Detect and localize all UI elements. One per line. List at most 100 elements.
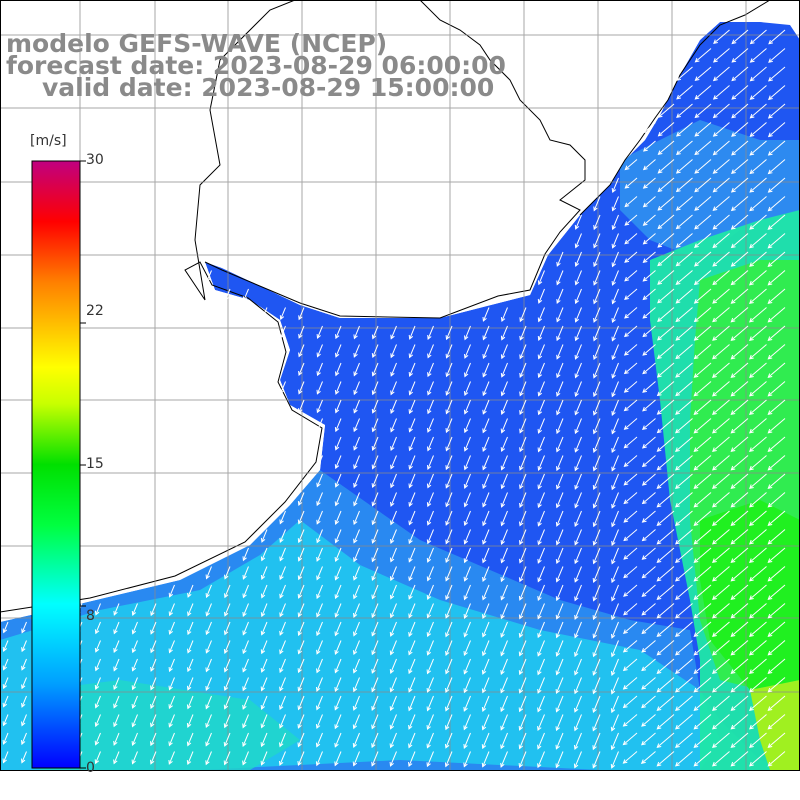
wind-arrow [556,270,564,285]
wind-arrow [187,732,194,746]
wind-arrow-head [623,555,629,560]
wind-arrow [730,307,749,323]
wind-arrow-head [279,686,284,692]
wind-arrow-head [694,224,699,230]
wind-arrow-head [482,632,487,638]
wind-arrow-head [427,334,432,340]
wind-arrow [280,325,286,338]
wind-arrow-head [279,333,285,339]
wind-arrow-head [518,614,524,620]
wind-arrow [408,640,416,655]
wind-arrow [623,621,638,634]
wind-arrow-head [556,261,561,267]
wind-arrow [750,85,767,100]
wind-arrow-head [500,725,505,731]
wind-arrow [372,529,379,544]
wind-arrow [749,695,767,711]
wind-arrow-head [223,741,229,747]
wind-arrow [224,288,231,301]
wind-arrow-head [445,520,450,526]
wind-arrow-head [352,650,358,656]
wind-arrow [500,714,508,730]
wind-arrow [730,640,749,656]
wind-arrow-head [537,298,543,304]
wind-arrow [187,714,194,728]
wind-arrow [657,288,675,304]
wind-arrow-head [767,484,773,489]
wind-arrow-head [537,558,542,564]
wind-arrow [3,732,9,745]
wind-arrow [574,603,582,620]
wind-arrow-head [371,743,376,749]
wind-arrow [612,214,619,230]
wind-arrow-head [693,317,699,323]
wind-arrow-head [205,667,210,673]
wind-arrow [3,621,9,633]
wind-arrow-head [389,594,395,600]
wind-arrow [519,566,527,582]
wind-arrow-head [371,538,376,544]
wind-arrow-head [712,336,717,341]
wind-arrow-head [749,761,754,767]
wind-arrow-head [242,686,247,692]
wind-arrow [298,399,305,413]
wind-arrow [657,251,675,266]
wind-arrow-head [334,482,340,488]
wind-arrow-head [316,649,321,655]
wind-arrow-head [712,595,717,600]
wind-arrow-head [657,224,663,230]
wind-arrow [168,714,175,727]
wind-arrow-head [730,336,736,341]
wind-arrow [749,122,767,137]
wind-arrow-head [693,743,699,748]
wind-arrow-head [749,76,755,82]
wind-arrow-head [463,762,468,768]
wind-arrow-head [537,726,542,732]
wind-arrow [427,436,434,451]
wind-arrow [464,344,471,359]
wind-arrow-head [574,503,579,509]
colorbar-unit: [m/s] [30,133,67,149]
wind-arrow [767,603,786,619]
wind-arrow [261,658,268,673]
wind-arrow [675,418,693,434]
wind-arrow-head [537,484,542,490]
wind-arrow [768,29,786,45]
wind-arrow [390,436,397,451]
wind-arrow [641,677,656,690]
wind-arrow-head [713,58,718,63]
wind-arrow-head [642,369,648,375]
wind-arrow-head [712,113,718,119]
wind-arrow [335,418,342,432]
wind-arrow [695,48,712,63]
wind-arrow-head [624,184,630,189]
wind-arrow-head [500,744,505,750]
wind-arrow [353,677,360,692]
wind-arrow [334,621,342,636]
wind-arrow-head [749,188,755,193]
wind-arrow [372,381,379,395]
wind-arrow-head [574,540,579,546]
wind-arrow-head [21,647,26,653]
wind-arrow [611,640,619,657]
wind-arrow-head [445,725,450,731]
wind-arrow [767,621,786,637]
wind-arrow-head [334,742,339,748]
wind-arrow [623,658,638,671]
wind-arrow [335,603,342,617]
wind-arrow-head [693,632,699,637]
wind-arrow-head [693,373,699,378]
wind-arrow [676,122,693,137]
wind-arrow [390,473,397,488]
wind-arrow [641,658,656,671]
wind-arrow [408,529,416,544]
wind-arrow [335,325,342,339]
wind-arrow [501,418,508,433]
wind-arrow [445,510,453,526]
wind-arrow [574,751,582,768]
wind-arrow [463,732,471,749]
wind-arrow-head [537,614,542,620]
wind-arrow-head [482,372,487,378]
wind-arrow-head [574,707,579,713]
wind-arrow-head [611,578,616,584]
